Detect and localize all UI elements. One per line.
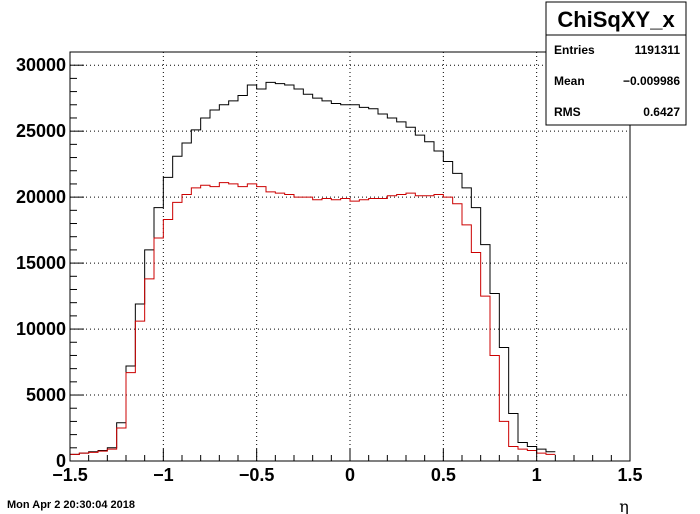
y-tick-label: 5000 [26,385,66,405]
x-tick-label: −0.5 [239,465,275,485]
x-tick-label: 0 [345,465,355,485]
x-tick-label: −1 [153,465,174,485]
grid [70,52,630,461]
stats-rms-value: 0.6427 [643,105,680,119]
timestamp: Mon Apr 2 20:30:04 2018 [7,499,135,511]
x-tick-label: 1.5 [617,465,642,485]
stats-box: ChiSqXY_x Entries 1191311 Mean −0.009986… [545,1,687,126]
x-axis-label: η [619,497,629,514]
x-tick-label: 1 [532,465,542,485]
stats-entries-value: 1191311 [635,43,681,57]
y-tick-label: 25000 [16,121,66,141]
series-line-1 [69,182,556,461]
axis-ticks [69,51,631,462]
stats-mean-label: Mean [554,74,585,88]
y-tick-label: 30000 [16,55,66,75]
series-line-0 [69,81,556,461]
tick-labels: −1.5 −1 −0.5 0 0.5 1 1.5 0 5000 10000 15000 20000 25… [16,55,643,485]
y-tick-label: 20000 [16,187,66,207]
stats-title: ChiSqXY_x [557,7,675,32]
y-tick-label: 10000 [16,319,66,339]
stats-mean-value: −0.009986 [623,74,680,88]
x-tick-label: 0.5 [431,465,456,485]
x-tick-label: −1.5 [52,465,88,485]
stats-entries-label: Entries [554,43,595,57]
y-tick-label: 15000 [16,253,66,273]
stats-rms-label: RMS [554,105,581,119]
y-tick-label: 0 [56,451,66,471]
stats-box-frame [545,1,687,126]
series-group [69,81,556,461]
